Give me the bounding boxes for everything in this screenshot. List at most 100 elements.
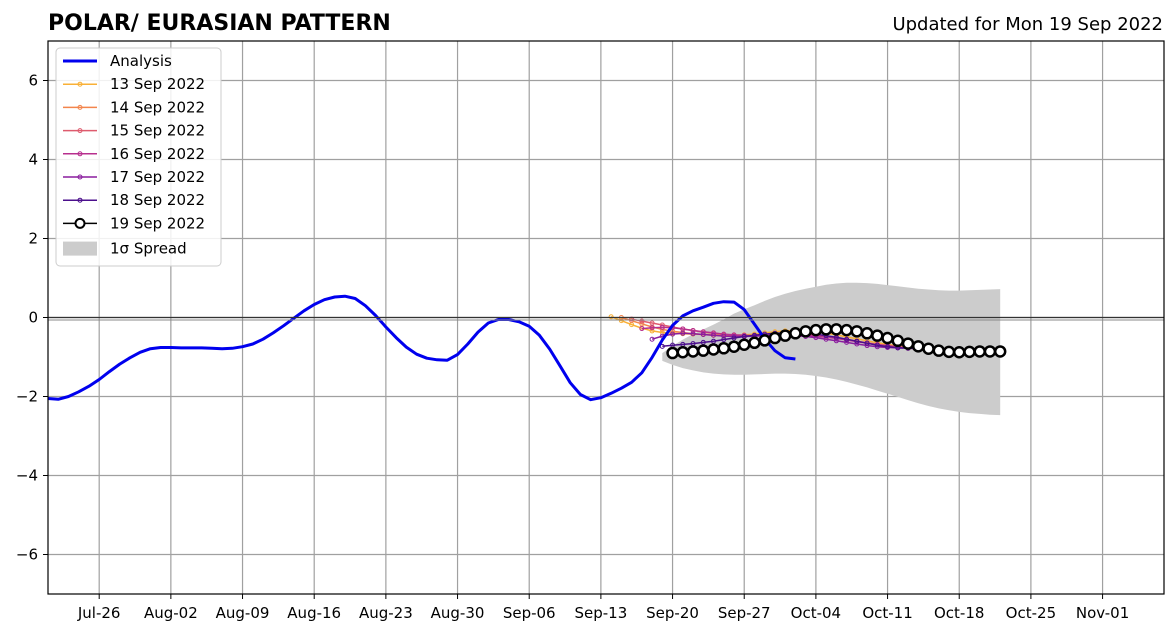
data-point-18-sep-2022 bbox=[741, 333, 747, 339]
data-point-19-sep-2022 bbox=[901, 337, 915, 350]
data-point-19-sep-2022 bbox=[922, 342, 935, 355]
chart-subtitle: Updated for Mon 19 Sep 2022 bbox=[892, 14, 1163, 35]
y-tick-label: 4 bbox=[28, 151, 38, 169]
data-point-19-sep-2022 bbox=[686, 345, 700, 358]
data-point-15-sep-2022 bbox=[639, 318, 645, 324]
data-point-19-sep-2022 bbox=[850, 325, 864, 338]
legend-marker-15-sep-2022 bbox=[77, 128, 83, 134]
data-point-16-sep-2022 bbox=[639, 326, 645, 332]
series-lines bbox=[47, 294, 1007, 402]
x-tick-label: Sep-20 bbox=[646, 604, 699, 622]
data-point-16-sep-2022 bbox=[649, 325, 655, 331]
legend: Analysis 13 Sep 2022 14 Sep 2022 15 Sep 202… bbox=[55, 47, 222, 267]
data-point-19-sep-2022 bbox=[932, 344, 946, 357]
y-tick-label: −4 bbox=[16, 467, 38, 485]
legend-box bbox=[55, 47, 222, 267]
data-point-19-sep-2022 bbox=[891, 334, 905, 348]
x-tick-label: Aug-30 bbox=[431, 604, 485, 622]
legend-label: 15 Sep 2022 bbox=[110, 122, 205, 140]
legend-label: Analysis bbox=[110, 52, 172, 70]
series-line-analysis bbox=[47, 294, 796, 402]
data-point-19-sep-2022 bbox=[737, 338, 751, 352]
legend-marker-19-sep-2022 bbox=[74, 217, 86, 229]
zero-line bbox=[48, 316, 1164, 321]
data-point-19-sep-2022 bbox=[840, 323, 853, 337]
data-point-19-sep-2022 bbox=[871, 329, 884, 342]
data-point-17-sep-2022 bbox=[700, 331, 706, 337]
data-point-17-sep-2022 bbox=[690, 331, 696, 337]
data-point-18-sep-2022 bbox=[700, 339, 706, 345]
x-tick-label: Oct-18 bbox=[934, 604, 984, 622]
data-point-19-sep-2022 bbox=[676, 346, 690, 359]
data-point-19-sep-2022 bbox=[809, 323, 823, 337]
data-point-19-sep-2022 bbox=[666, 346, 679, 360]
legend-label: 19 Sep 2022 bbox=[110, 214, 205, 232]
legend-label-spread: 1σ Spread bbox=[110, 240, 187, 258]
data-point-17-sep-2022 bbox=[649, 336, 655, 342]
x-tick-label: Jul-26 bbox=[77, 604, 121, 622]
data-point-19-sep-2022 bbox=[963, 345, 976, 359]
data-point-18-sep-2022 bbox=[731, 335, 737, 341]
data-point-18-sep-2022 bbox=[721, 337, 727, 343]
x-tick-label: Sep-27 bbox=[718, 604, 771, 622]
data-point-19-sep-2022 bbox=[942, 345, 956, 359]
data-point-17-sep-2022 bbox=[670, 331, 676, 337]
y-tick-label: 2 bbox=[28, 230, 38, 248]
data-point-18-sep-2022 bbox=[885, 344, 891, 350]
data-point-19-sep-2022 bbox=[881, 331, 894, 345]
data-point-16-sep-2022 bbox=[690, 328, 696, 334]
data-point-17-sep-2022 bbox=[680, 330, 686, 336]
data-point-19-sep-2022 bbox=[860, 327, 874, 340]
legend-marker-17-sep-2022 bbox=[77, 174, 83, 180]
data-point-15-sep-2022 bbox=[649, 320, 655, 326]
data-point-14-sep-2022 bbox=[629, 318, 635, 324]
data-point-19-sep-2022 bbox=[799, 325, 812, 338]
data-point-18-sep-2022 bbox=[864, 340, 870, 346]
data-point-13-sep-2022 bbox=[618, 318, 624, 324]
legend-label: 18 Sep 2022 bbox=[110, 191, 205, 209]
data-point-19-sep-2022 bbox=[993, 345, 1007, 358]
data-point-16-sep-2022 bbox=[659, 324, 665, 330]
x-tick-label: Oct-04 bbox=[791, 604, 841, 622]
data-point-19-sep-2022 bbox=[758, 334, 771, 347]
chart-title: POLAR/ EURASIAN PATTERN bbox=[48, 11, 391, 36]
data-point-19-sep-2022 bbox=[768, 331, 782, 345]
legend-swatch-spread bbox=[63, 241, 97, 256]
data-point-19-sep-2022 bbox=[717, 342, 730, 355]
x-tick-label: Sep-13 bbox=[574, 604, 627, 622]
x-tick-label: Aug-09 bbox=[216, 604, 270, 622]
axes: Jul-26 Aug-02 Aug-09 Aug-16 Aug-23 Aug-30 Sep-… bbox=[16, 40, 1165, 622]
legend-marker-13-sep-2022 bbox=[77, 81, 83, 87]
data-point-19-sep-2022 bbox=[819, 323, 833, 336]
data-point-18-sep-2022 bbox=[711, 338, 717, 344]
y-tick-label: 0 bbox=[28, 309, 38, 327]
data-point-19-sep-2022 bbox=[983, 345, 997, 358]
data-point-19-sep-2022 bbox=[727, 340, 741, 353]
x-tick-label: Oct-25 bbox=[1006, 604, 1056, 622]
legend-label: 16 Sep 2022 bbox=[110, 145, 205, 163]
data-point-19-sep-2022 bbox=[778, 329, 792, 342]
data-point-19-sep-2022 bbox=[707, 343, 720, 356]
data-point-18-sep-2022 bbox=[874, 342, 880, 348]
data-point-19-sep-2022 bbox=[912, 340, 925, 353]
x-tick-label: Aug-23 bbox=[359, 604, 413, 622]
y-tick-label: −2 bbox=[16, 388, 38, 406]
x-tick-label: Aug-02 bbox=[144, 604, 198, 622]
legend-marker-14-sep-2022 bbox=[77, 104, 83, 110]
data-point-16-sep-2022 bbox=[700, 329, 706, 335]
legend-label: 13 Sep 2022 bbox=[110, 75, 205, 93]
legend-label: 17 Sep 2022 bbox=[110, 168, 205, 186]
x-tick-label: Oct-11 bbox=[862, 604, 912, 622]
data-point-17-sep-2022 bbox=[844, 339, 850, 345]
legend-marker-18-sep-2022 bbox=[77, 197, 83, 203]
y-tick-label: 6 bbox=[28, 72, 38, 90]
legend-label: 14 Sep 2022 bbox=[110, 98, 205, 116]
data-point-13-sep-2022 bbox=[608, 314, 614, 320]
data-point-17-sep-2022 bbox=[711, 332, 717, 338]
data-point-19-sep-2022 bbox=[952, 346, 966, 359]
plot-frame bbox=[47, 40, 1165, 595]
x-tick-label: Aug-16 bbox=[287, 604, 341, 622]
data-point-18-sep-2022 bbox=[854, 338, 860, 344]
x-tick-label: Nov-01 bbox=[1076, 604, 1129, 622]
